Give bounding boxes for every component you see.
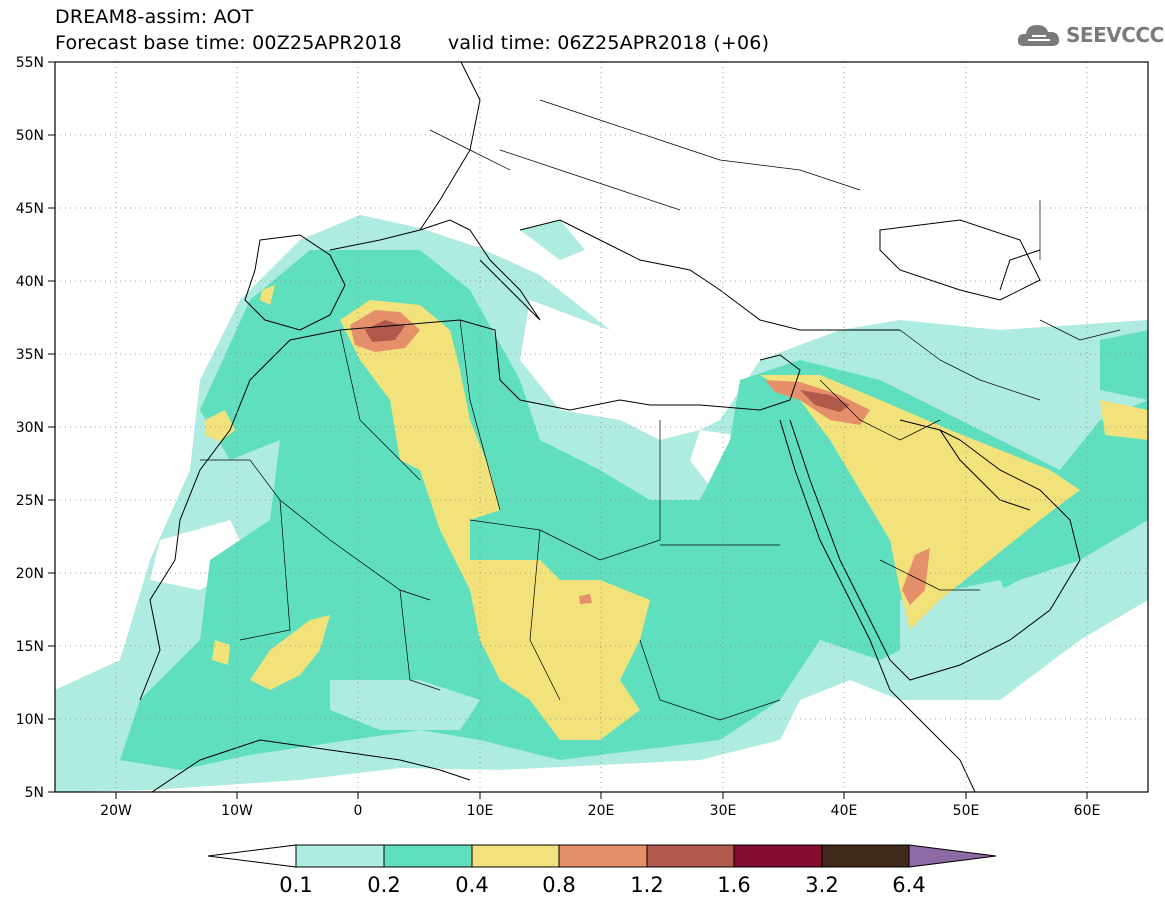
lon-label: 20E: [588, 803, 615, 819]
lon-label: 10W: [221, 803, 253, 819]
lat-label: 5N: [25, 785, 44, 801]
lat-label: 50N: [16, 128, 44, 144]
colorbar-label: 1.2: [630, 873, 663, 897]
map-subtitle: Forecast base time: 00Z25APR2018 valid ti…: [55, 32, 769, 54]
lon-label: 60E: [1074, 803, 1101, 819]
lat-label: 20N: [16, 566, 44, 582]
colorbar-under-arrow: [207, 844, 297, 868]
colorbar-swatch: [295, 844, 385, 868]
forecast-base-time: Forecast base time: 00Z25APR2018: [55, 32, 402, 54]
colorbar-label: 3.2: [805, 873, 838, 897]
colorbar-label: 6.4: [892, 873, 925, 897]
coastlines: [139, 62, 1081, 792]
lat-label: 30N: [16, 420, 44, 436]
lat-label: 45N: [16, 201, 44, 217]
lat-label: 15N: [16, 639, 44, 655]
colorbar-swatch: [471, 844, 560, 868]
gridlines: [55, 62, 1148, 792]
colorbar-label: 1.6: [717, 873, 750, 897]
aot-level-0.4: [205, 285, 1148, 740]
aot-field: [55, 215, 1148, 792]
lat-label: 40N: [16, 274, 44, 290]
country-borders: [200, 99, 1121, 721]
longitude-labels: 20W 10W 0 10E 20E 30E 40E 50E 60E: [100, 803, 1100, 819]
map-title: DREAM8-assim: AOT: [55, 6, 254, 28]
logo-text: SEEVCCC: [1066, 23, 1164, 47]
latitude-labels: 55N 50N 45N 40N 35N 30N 25N 20N 15N 10N …: [16, 55, 44, 801]
valid-time: valid time: 06Z25APR2018 (+06): [447, 32, 770, 54]
lat-label: 35N: [16, 347, 44, 363]
colorbar-over-arrow: [908, 844, 997, 868]
axis-ticks: [48, 61, 1088, 799]
colorbar-swatch: [733, 844, 823, 868]
lon-label: 30E: [710, 803, 737, 819]
colorbar-swatch: [558, 844, 648, 868]
lat-label: 25N: [16, 493, 44, 509]
colorbar-swatch: [646, 844, 735, 868]
lon-label: 0: [354, 803, 363, 819]
lon-label: 10E: [467, 803, 494, 819]
seevccc-logo: SEEVCCC: [1016, 20, 1164, 50]
colorbar-label: 0.2: [367, 873, 400, 897]
cloud-icon: [1017, 25, 1060, 46]
lon-label: 40E: [831, 803, 858, 819]
colorbar-swatch: [383, 844, 473, 868]
lon-label: 20W: [100, 803, 132, 819]
colorbar-label: 0.8: [542, 873, 575, 897]
colorbar: 0.1 0.2 0.4 0.8 1.2 1.6 3.2 6.4: [207, 844, 997, 897]
lon-label: 50E: [953, 803, 980, 819]
colorbar-label: 0.4: [455, 873, 488, 897]
colorbar-swatch: [821, 844, 910, 868]
colorbar-label: 0.1: [279, 873, 312, 897]
lat-label: 10N: [16, 712, 44, 728]
lat-label: 55N: [16, 55, 44, 71]
